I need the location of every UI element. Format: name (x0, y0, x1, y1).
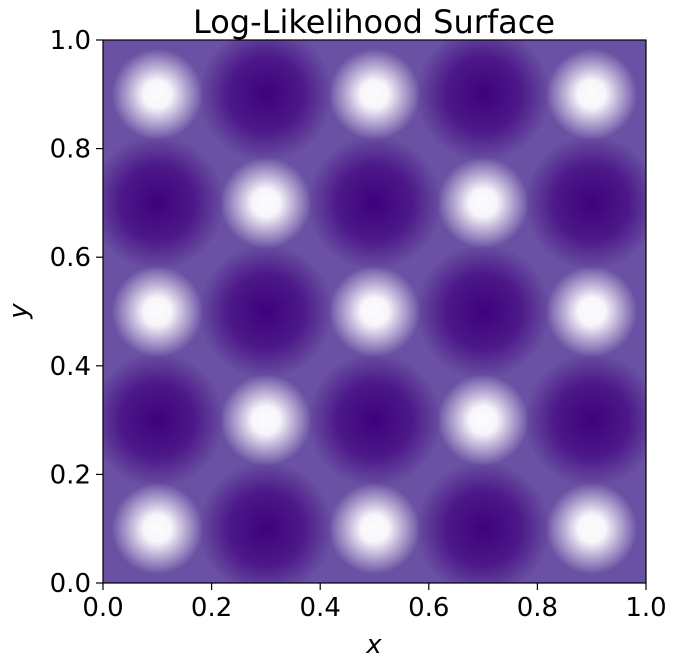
heatmap-peak (546, 48, 638, 140)
heatmap-trough (307, 135, 442, 271)
heatmap-peak (437, 157, 529, 249)
x-axis-label: x (365, 630, 382, 660)
heatmap-peak (111, 265, 203, 358)
y-tick-label: 0.4 (50, 352, 91, 382)
heatmap-peak (220, 374, 312, 466)
peaks-layer (111, 48, 638, 575)
heatmap-peak (220, 157, 312, 249)
heatmap-peak (111, 48, 203, 140)
plot-frame (102, 39, 647, 584)
plot-area (103, 40, 646, 583)
x-tick-label: 0.8 (517, 593, 558, 623)
x-axis: 0.0 0.2 0.4 0.6 0.8 1.0 (82, 583, 667, 623)
y-tick-label: 0.0 (50, 569, 91, 599)
y-axis-label: y (4, 303, 34, 320)
heatmap-trough (198, 40, 334, 162)
x-tick-label: 1.0 (625, 593, 666, 623)
heatmap-trough (524, 135, 646, 271)
heatmap-peak (328, 483, 421, 575)
x-tick-label: 0.4 (300, 593, 341, 623)
heatmap-trough (307, 352, 442, 488)
heatmap-peak (111, 483, 203, 575)
chart-title: Log-Likelihood Surface (193, 3, 555, 41)
x-tick-label: 0.0 (82, 593, 123, 623)
y-tick-label: 0.8 (50, 135, 91, 165)
y-tick-label: 1.0 (50, 26, 91, 56)
x-tick-label: 0.2 (191, 593, 232, 623)
heatmap-peak (437, 374, 529, 466)
heatmap-trough (415, 244, 551, 379)
heatmap-trough (415, 461, 551, 583)
y-tick-label: 0.2 (50, 460, 91, 490)
heatmap-trough (198, 244, 334, 379)
heatmap-trough (415, 40, 551, 162)
heatmap-trough (198, 461, 334, 583)
heatmap-trough (103, 135, 225, 271)
heatmap-peak (328, 265, 421, 358)
y-tick-label: 0.6 (50, 243, 91, 273)
troughs-layer (103, 40, 646, 583)
heatmap-trough (524, 352, 646, 488)
heatmap-peak (546, 265, 638, 358)
y-axis: 0.0 0.2 0.4 0.6 0.8 1.0 (50, 26, 103, 599)
heatmap-peak (546, 483, 638, 575)
heatmap-trough (103, 352, 225, 488)
x-tick-label: 0.6 (408, 593, 449, 623)
heatmap-peak (328, 48, 421, 140)
